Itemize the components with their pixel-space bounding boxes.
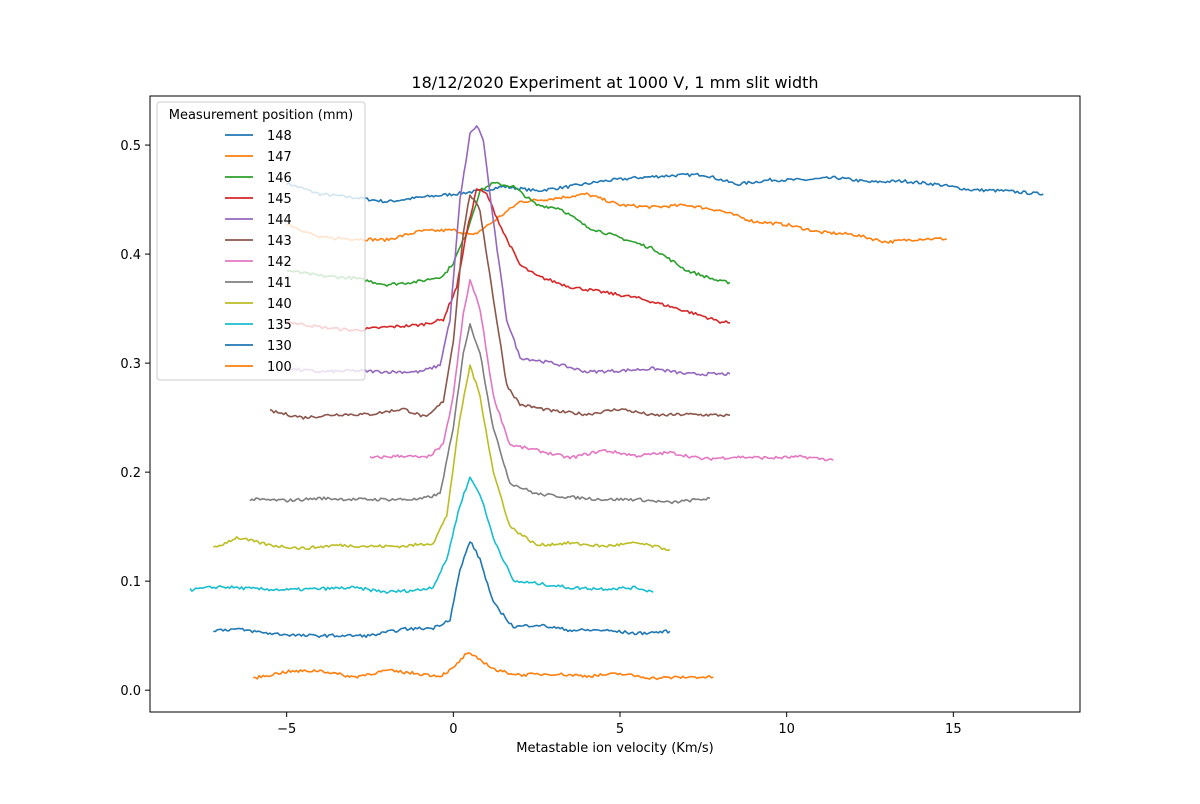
x-tick-label: 0: [449, 722, 457, 737]
y-tick-label: 0.5: [120, 139, 141, 154]
series-line-141: [249, 323, 711, 505]
legend-label-146: 146: [267, 171, 292, 186]
y-tick-label: 0.3: [120, 357, 141, 372]
series-line-147: [286, 192, 947, 244]
series-line-148: [286, 172, 1044, 204]
x-axis-label: Metastable ion velocity (Km/s): [516, 741, 713, 756]
x-tick-label: 15: [945, 722, 962, 737]
legend-label-143: 143: [267, 234, 292, 249]
legend-label-135: 135: [267, 318, 292, 333]
x-tick-label: 5: [616, 722, 624, 737]
legend-label-100: 100: [267, 360, 292, 375]
legend-label-148: 148: [267, 129, 292, 144]
legend: Measurement position (mm) 148 147 146 145 144…: [156, 101, 366, 381]
legend-label-147: 147: [267, 150, 292, 165]
legend-label-140: 140: [267, 297, 292, 312]
series-line-135: [189, 476, 654, 594]
legend-label-145: 145: [267, 192, 292, 207]
chart-title: 18/12/2020 Experiment at 1000 V, 1 mm sl…: [411, 73, 818, 92]
plot-frame: [149, 95, 1081, 713]
series-line-100: [253, 651, 714, 681]
legend-label-130: 130: [267, 339, 292, 354]
series-line-130: [213, 541, 671, 638]
y-tick-label: 0.0: [120, 684, 141, 699]
legend-label-141: 141: [267, 276, 292, 291]
axes-layer: −5 0 5 10 15 0.0 0.1 0.2 0.3 0.4 0.5: [120, 95, 1081, 737]
x-tick-label: −5: [277, 722, 296, 737]
legend-label-144: 144: [267, 213, 292, 228]
legend-title: Measurement position (mm): [169, 108, 353, 123]
series-line-142: [369, 279, 834, 462]
y-tick-label: 0.2: [120, 466, 141, 481]
y-tick-label: 0.1: [120, 575, 141, 590]
series-line-140: [212, 364, 671, 552]
series-line-143: [269, 194, 731, 420]
legend-label-142: 142: [267, 255, 292, 270]
legend-box: [156, 101, 366, 381]
y-tick-label: 0.4: [120, 248, 141, 263]
x-tick-label: 10: [778, 722, 795, 737]
